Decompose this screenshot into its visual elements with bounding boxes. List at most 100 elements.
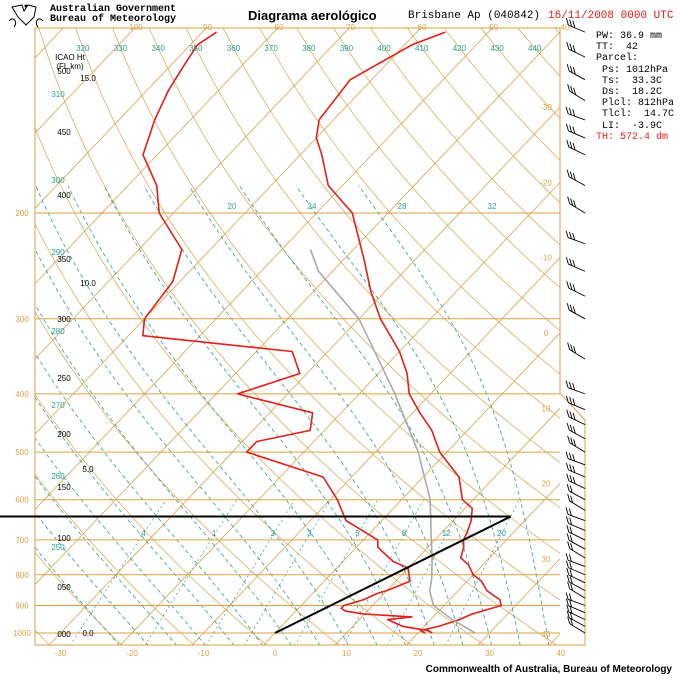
wind-barb-flag <box>570 583 574 591</box>
wind-barb-flag <box>565 462 569 471</box>
isotherm-line <box>35 28 422 435</box>
mixing-ratio-label: 20 <box>497 529 506 538</box>
wind-barb-staff <box>568 429 586 440</box>
dry-adiabat-lines <box>35 28 560 645</box>
theta-label: 340 <box>151 44 165 53</box>
wind-barb-flag <box>569 464 573 472</box>
tick-bottom-temperature: 0 <box>273 649 278 658</box>
isotherm-line <box>191 257 560 645</box>
tick-right-temperature: 10 <box>542 404 551 413</box>
wind-barb-flag <box>568 107 572 116</box>
dewpoint-profile-line <box>142 31 433 634</box>
moist-adiabat-line <box>358 185 550 645</box>
wind-barb-flag <box>566 281 570 289</box>
mixing-ratio-label: .4 <box>139 529 146 538</box>
wind-barb <box>565 516 586 531</box>
theta-left-label: 300 <box>51 176 65 185</box>
wind-barb-staff <box>568 130 586 139</box>
wind-barb <box>566 610 586 627</box>
wind-barb-flag <box>566 63 570 72</box>
wind-barb <box>567 541 586 559</box>
wind-barb-flag <box>572 412 576 420</box>
wind-barb-flag <box>565 380 569 388</box>
tick-top-temperature: -90 <box>200 23 212 32</box>
dry-adiabat-line <box>35 629 50 645</box>
lcl-pressure: Plcl: 812hPa <box>596 98 675 110</box>
tick-right-temperature: -30 <box>540 103 552 112</box>
wind-barb-flag <box>569 569 573 577</box>
tick-bottom-temperature: 40 <box>557 649 566 658</box>
wind-barb <box>565 17 586 33</box>
tick-pressure: 200 <box>15 209 29 218</box>
wind-barb <box>565 106 586 121</box>
height-fl-label: 150 <box>57 483 71 492</box>
wind-barb-staff <box>567 113 586 121</box>
wind-barb-flag <box>565 560 569 568</box>
tick-right-temperature: 40 <box>542 630 551 639</box>
org-name-line1: Australian Government <box>50 4 177 15</box>
height-fl-label: 200 <box>57 430 71 439</box>
wind-barb-flag <box>565 106 569 114</box>
theta-label: 350 <box>189 44 203 53</box>
surface-pressure: Ps: 1012hPa <box>596 64 669 76</box>
wind-barb-flag <box>566 610 570 618</box>
wind-barb-flag <box>565 451 569 459</box>
wind-barb-flag <box>569 125 573 133</box>
wind-barb-flag <box>569 485 573 493</box>
isotherm-line <box>35 28 207 209</box>
wind-barb-flag <box>569 304 573 312</box>
wind-barb-flag <box>567 196 571 204</box>
moist-adiabat-line <box>35 303 292 645</box>
tick-pressure: 900 <box>15 602 29 611</box>
wind-barb-staff <box>568 469 586 478</box>
wind-barb-flag <box>565 553 569 561</box>
wind-barb-staff <box>568 146 586 156</box>
wind-barb-flag <box>565 592 569 600</box>
isotherm-line <box>35 28 350 360</box>
lcl-dry-adiabat-line <box>274 515 512 634</box>
wind-barb-staff <box>567 237 586 245</box>
wind-barbs <box>565 17 586 634</box>
surface-temperature: Ts: 33.3C <box>596 75 663 87</box>
wind-barb-flag <box>570 85 574 94</box>
wind-barb-flag <box>569 396 573 405</box>
tick-pressure: 300 <box>15 315 29 324</box>
theta-label: 430 <box>490 44 504 53</box>
mixing-ratio-line <box>387 499 466 645</box>
wind-barb-flag <box>567 84 571 92</box>
wind-barb-staff <box>568 309 586 320</box>
tick-bottom-temperature: -10 <box>198 649 210 658</box>
org-name-line2: Bureau of Meteorology <box>50 14 177 25</box>
isotherm-line <box>0 19 1 646</box>
wind-barb-staff <box>569 588 586 599</box>
wind-barb-flag <box>569 561 573 570</box>
wind-barb-flag <box>572 126 576 134</box>
tick-bottom-temperature: 10 <box>342 649 351 658</box>
tick-right-temperature: -10 <box>540 254 552 263</box>
wind-barb <box>565 462 586 478</box>
moist-adiabat-line <box>35 185 349 645</box>
wind-barb-flag <box>566 533 570 541</box>
wind-barb <box>567 342 586 360</box>
wind-barb-staff <box>568 287 586 297</box>
wind-barb-flag <box>572 426 576 434</box>
moist-adiabat-line <box>67 185 378 645</box>
wind-barb-staff <box>569 548 586 559</box>
theta-label: 330 <box>114 44 128 53</box>
wind-barb-flag <box>569 535 573 543</box>
axis-labels: -30 -20 -10 0 10 20 30 40-100 -90 -80 -70 -60 -50 -40… <box>13 23 570 658</box>
wind-barb-flag <box>566 42 570 50</box>
wind-barb-staff <box>567 458 586 466</box>
theta-left-label: 260 <box>51 472 65 481</box>
sounding-indices-panel: PW: 36.9 mm TT: 42 Parcel: Ps: 1012hPa T… <box>596 31 674 143</box>
wind-barb <box>566 303 586 320</box>
wind-barb-flag <box>570 543 574 551</box>
theta-label: 320 <box>76 44 90 53</box>
wind-barb <box>565 560 586 576</box>
wind-barb-flag <box>569 43 573 51</box>
wind-barb-flag <box>573 346 577 354</box>
height-axis-label: ICAO Ht <box>55 53 86 62</box>
wind-barb-flag <box>565 598 569 606</box>
wind-barb <box>565 395 586 411</box>
theta-label: 360 <box>227 44 241 53</box>
